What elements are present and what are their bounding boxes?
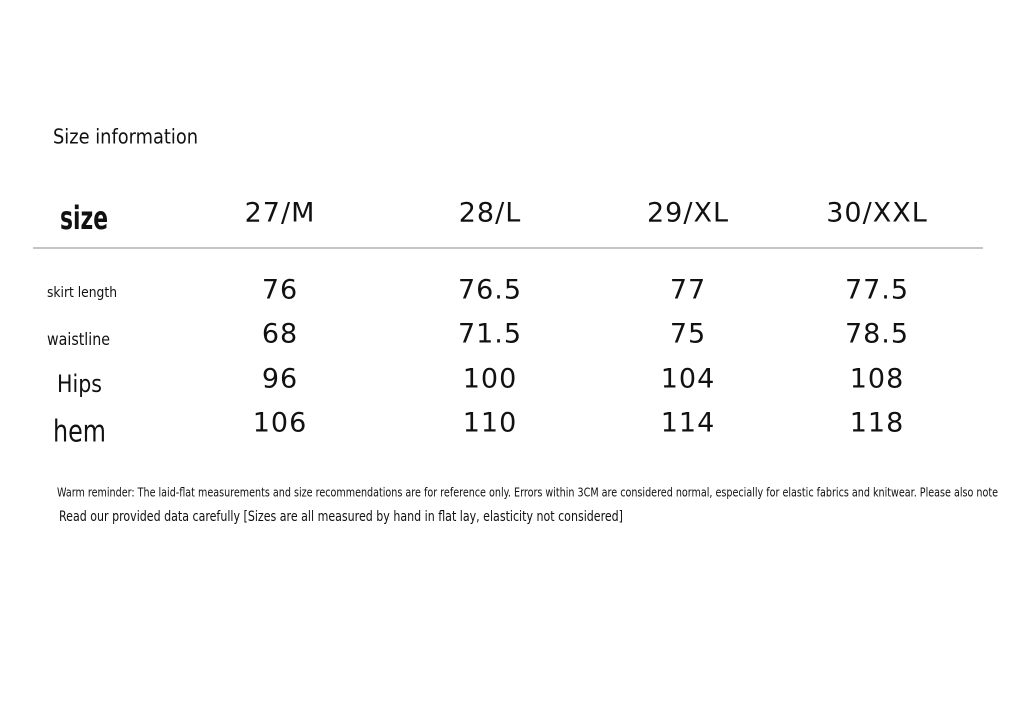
cell-value: 76.5: [458, 275, 522, 306]
size-header: 28/L: [459, 198, 522, 229]
cell-value: 100: [463, 364, 518, 395]
row-label: skirt length: [47, 285, 117, 301]
cell-value: 108: [850, 364, 905, 395]
size-header: 27/M: [245, 198, 316, 229]
cell-value: 71.5: [458, 319, 522, 350]
row-label: hem: [53, 415, 106, 450]
cell-value: 114: [661, 408, 716, 439]
cell-value: 110: [463, 408, 518, 439]
cell-value: 68: [262, 319, 298, 350]
cell-value: 75: [670, 319, 706, 350]
cell-value: 118: [850, 408, 905, 439]
note: Warm reminder: The laid-flat measurement…: [57, 486, 998, 500]
cell-value: 106: [253, 408, 308, 439]
cell-value: 96: [262, 364, 298, 395]
cell-value: 78.5: [845, 319, 909, 350]
row-label: Hips: [57, 370, 102, 398]
cell-value: 77.5: [845, 275, 909, 306]
size-header: 29/XL: [647, 198, 729, 229]
header-label: size: [60, 199, 108, 237]
note: Read our provided data carefully [Sizes …: [59, 509, 623, 525]
size-table: size 27/M 28/L 29/XL 30/XXL skirt length 76 76.…: [47, 198, 928, 450]
row-label: waistline: [47, 330, 110, 350]
cell-value: 104: [661, 364, 716, 395]
cell-value: 76: [262, 275, 298, 306]
title: Size information: [53, 125, 198, 149]
cell-value: 77: [670, 275, 706, 306]
size-header: 30/XXL: [826, 198, 928, 229]
